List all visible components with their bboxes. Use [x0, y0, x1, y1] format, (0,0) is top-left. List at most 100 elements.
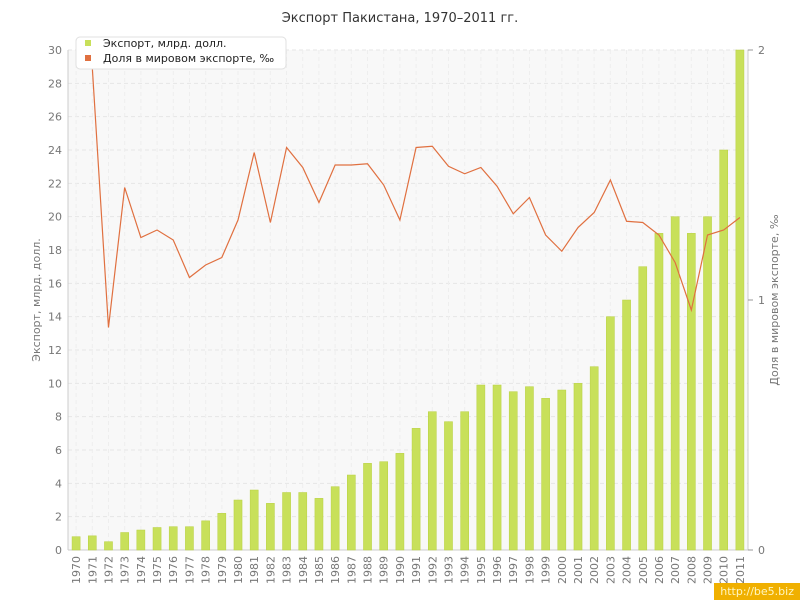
bar[interactable] [606, 316, 615, 551]
x-tick-label: 2004 [621, 556, 634, 584]
x-tick-label: 1973 [119, 556, 132, 584]
x-tick-label: 2007 [669, 556, 682, 584]
x-tick-label: 2003 [604, 556, 617, 584]
y-tick-label: 18 [48, 244, 62, 257]
bar[interactable] [541, 398, 550, 551]
x-tick-label: 1979 [216, 556, 229, 584]
y-tick-label: 6 [55, 444, 62, 457]
y-tick-label: 16 [48, 277, 62, 290]
bar[interactable] [508, 391, 518, 551]
x-tick-label: 1989 [378, 556, 391, 584]
bar[interactable] [622, 299, 631, 551]
legend-box [75, 36, 287, 70]
bar[interactable] [104, 541, 113, 551]
bar[interactable] [87, 535, 97, 551]
x-tick-label: 1998 [523, 556, 536, 584]
x-tick-label: 1987 [345, 556, 358, 584]
y2-tick-label: 1 [758, 294, 765, 307]
bar[interactable] [573, 383, 583, 551]
x-tick-label: 2005 [637, 556, 650, 584]
bar[interactable] [185, 526, 194, 551]
x-tick-label: 2009 [702, 556, 715, 584]
bars-series [71, 49, 745, 551]
x-tick-label: 1983 [281, 556, 294, 584]
bar[interactable] [589, 366, 599, 551]
share-line[interactable] [75, 49, 741, 328]
x-tick-label: 2002 [588, 556, 601, 584]
bar[interactable] [476, 384, 486, 551]
y2-axis-ticks: 0 1 2 [748, 44, 765, 557]
plot-background [68, 50, 748, 550]
bar[interactable] [233, 499, 243, 551]
bar[interactable] [201, 520, 210, 551]
bar[interactable] [719, 149, 729, 551]
line-series [75, 49, 741, 328]
bar[interactable] [395, 453, 405, 551]
x-axis-ticks: 1970 1971 1972 1973 1974 1975 1976 1977 1978 1979… [70, 556, 747, 584]
x-tick-label: 1974 [135, 556, 148, 584]
bar[interactable] [444, 421, 453, 551]
x-tick-label: 2006 [653, 556, 666, 584]
x-tick-label: 2010 [718, 556, 731, 584]
bar[interactable] [687, 233, 696, 551]
bar[interactable] [525, 386, 534, 551]
bar[interactable] [266, 503, 275, 551]
y-tick-label: 10 [48, 377, 62, 390]
x-tick-label: 1992 [426, 556, 439, 584]
bar[interactable] [638, 266, 648, 551]
x-tick-label: 1996 [491, 556, 504, 584]
bar[interactable] [298, 492, 308, 551]
legend-label-export: Экспорт, млрд. долл. [103, 37, 226, 50]
bar[interactable] [136, 529, 146, 551]
bar[interactable] [460, 411, 469, 551]
x-tick-label: 2008 [685, 556, 698, 584]
x-tick-label: 1978 [200, 556, 213, 584]
x-tick-label: 1971 [86, 556, 99, 584]
x-tick-label: 1988 [362, 556, 375, 584]
x-tick-label: 1991 [410, 556, 423, 584]
bar[interactable] [654, 233, 664, 551]
x-tick-label: 1995 [475, 556, 488, 584]
bar[interactable] [347, 474, 356, 551]
y-tick-label: 2 [55, 511, 62, 524]
legend-swatch-export [85, 40, 91, 46]
x-tick-label: 1980 [232, 556, 245, 584]
bar[interactable] [249, 489, 259, 551]
bar[interactable] [217, 513, 227, 551]
bar[interactable] [152, 527, 162, 551]
bar[interactable] [314, 498, 324, 551]
y2-axis-label: Доля в мировом экспорте, ‰ [768, 214, 781, 385]
chart-title: Экспорт Пакистана, 1970–2011 гг. [282, 11, 519, 26]
bar[interactable] [71, 536, 81, 551]
legend-swatch-share [85, 55, 91, 61]
x-tick-label: 1982 [264, 556, 277, 584]
bar[interactable] [363, 463, 372, 551]
legend[interactable]: Экспорт, млрд. долл. Доля в мировом эксп… [75, 36, 287, 70]
bar[interactable] [330, 486, 340, 551]
bar[interactable] [168, 526, 178, 551]
bar[interactable] [120, 532, 129, 551]
bar[interactable] [703, 216, 712, 551]
watermark-link[interactable]: http://be5.biz [714, 583, 800, 600]
y-tick-label: 30 [48, 44, 62, 57]
bar[interactable] [735, 49, 745, 551]
y-tick-label: 14 [48, 311, 62, 324]
y-tick-label: 24 [48, 144, 62, 157]
bar[interactable] [557, 389, 567, 551]
bar[interactable] [411, 428, 421, 551]
bar[interactable] [492, 384, 502, 551]
x-tick-label: 2011 [734, 556, 747, 584]
x-tick-label: 2001 [572, 556, 585, 584]
y-tick-label: 28 [48, 77, 62, 90]
x-tick-label: 1972 [102, 556, 115, 584]
legend-label-share: Доля в мировом экспорте, ‰ [103, 52, 274, 65]
x-tick-label: 1970 [70, 556, 83, 584]
bar[interactable] [282, 492, 291, 551]
y-tick-label: 22 [48, 177, 62, 190]
x-tick-label: 1993 [442, 556, 455, 584]
bar[interactable] [379, 461, 389, 551]
bar[interactable] [670, 216, 680, 551]
bar[interactable] [427, 411, 437, 551]
